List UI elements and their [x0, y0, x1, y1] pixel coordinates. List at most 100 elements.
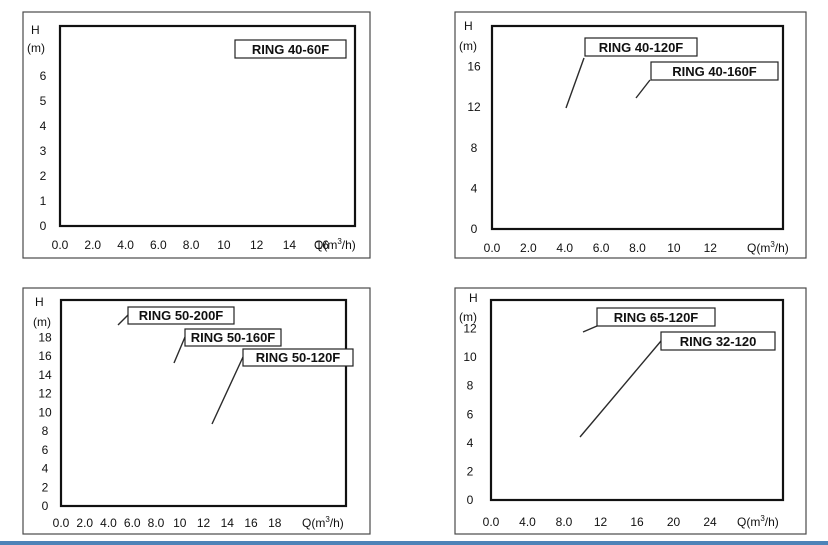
y-tick-label: 0 — [42, 499, 49, 513]
bottom-accent-bar — [0, 541, 828, 545]
chart-panel: 0.0 2.0 4.0 6.0 8.0 10 12 14 160123456H(m)Q(m3/h… — [22, 11, 371, 259]
x-tick-label: 4.0 — [519, 515, 536, 529]
y-axis-label: H — [35, 295, 44, 309]
label-leader-line — [565, 57, 585, 109]
x-axis-label-end: /h) — [342, 238, 356, 252]
series-label-box — [660, 331, 776, 351]
plot-border — [489, 298, 785, 502]
label-leader-line — [579, 340, 662, 438]
x-tick-label: 16 — [630, 515, 644, 529]
series-label-box — [234, 39, 347, 59]
x-axis-label-main: Q(m — [314, 238, 337, 252]
x-axis-label: Q(m3/h) — [314, 237, 356, 252]
series-label: RING 50-160F — [191, 330, 276, 345]
series-label: RING 50-200F — [139, 308, 224, 323]
x-axis-label-main: Q(m — [302, 516, 325, 530]
x-tick-label: 16 — [316, 238, 330, 252]
x-tick-label: 2.0 — [76, 516, 93, 530]
series-label-box — [127, 306, 235, 325]
x-tick-label: 0.0 — [52, 238, 69, 252]
y-axis-label: H — [469, 291, 478, 305]
series-label: RING 65-120F — [614, 310, 699, 325]
y-tick-label: 4 — [471, 181, 478, 195]
plot-border — [58, 24, 357, 228]
y-tick-label: 4 — [40, 119, 47, 133]
x-axis-label-end: /h) — [765, 515, 779, 529]
x-tick-label: 6.0 — [124, 516, 141, 530]
y-tick-label: 8 — [471, 141, 478, 155]
y-axis-unit: (m) — [27, 41, 45, 55]
y-tick-label: 5 — [40, 94, 47, 108]
x-axis-label: Q(m3/h) — [747, 240, 789, 255]
x-tick-label: 16 — [244, 516, 258, 530]
x-tick-label: 24 — [703, 515, 717, 529]
y-tick-label: 6 — [467, 407, 474, 421]
y-axis-label: H — [464, 19, 473, 33]
x-tick-label: 4.0 — [117, 238, 134, 252]
label-leader-line — [211, 356, 244, 425]
series-label: RING 50-120F — [256, 350, 341, 365]
label-leader-line — [582, 325, 598, 333]
series-label: RING 40-160F — [672, 64, 757, 79]
x-tick-label: 6.0 — [593, 241, 610, 255]
x-tick-label: 6.0 — [150, 238, 167, 252]
x-tick-label: 8.0 — [148, 516, 165, 530]
x-tick-label: 12 — [250, 238, 264, 252]
y-tick-label: 12 — [38, 387, 52, 401]
x-tick-label: 8.0 — [183, 238, 200, 252]
x-axis-label-sup: 3 — [337, 237, 342, 246]
y-tick-label: 0 — [467, 493, 474, 507]
y-tick-label: 14 — [38, 368, 52, 382]
x-tick-label: 2.0 — [84, 238, 101, 252]
series-label-box — [584, 37, 698, 57]
x-tick-label: 4.0 — [100, 516, 117, 530]
y-tick-label: 1 — [40, 194, 47, 208]
y-tick-label: 10 — [463, 350, 477, 364]
x-tick-label: 0.0 — [483, 515, 500, 529]
y-tick-label: 16 — [38, 349, 52, 363]
x-tick-label: 10 — [667, 241, 681, 255]
y-tick-label: 8 — [467, 379, 474, 393]
series-label-box — [184, 328, 282, 347]
y-tick-label: 0 — [40, 219, 47, 233]
x-tick-label: 2.0 — [520, 241, 537, 255]
x-tick-label: 18 — [268, 516, 282, 530]
x-tick-label: 4.0 — [556, 241, 573, 255]
x-tick-label: 14 — [221, 516, 235, 530]
x-tick-label: 0.0 — [53, 516, 70, 530]
x-axis-label-main: Q(m — [747, 241, 770, 255]
x-axis-label-sup: 3 — [325, 515, 330, 524]
y-tick-label: 6 — [42, 443, 49, 457]
x-axis-label-end: /h) — [775, 241, 789, 255]
x-axis-label: Q(m3/h) — [302, 515, 344, 530]
series-label-box — [242, 348, 354, 367]
x-tick-label: 14 — [283, 238, 297, 252]
y-tick-label: 2 — [40, 169, 47, 183]
x-axis-label-main: Q(m — [737, 515, 760, 529]
x-axis-label: Q(m3/h) — [737, 514, 779, 529]
label-leader-line — [635, 79, 651, 99]
x-axis-label-sup: 3 — [760, 514, 765, 523]
y-tick-label: 2 — [467, 464, 474, 478]
x-tick-label: 10 — [173, 516, 187, 530]
y-tick-label: 18 — [38, 330, 52, 344]
chart-panel: 0.0 2.0 4.0 6.0 8.0 10 12 0 4 8 12 16 H (m) Q(m3/h) RIN… — [454, 11, 807, 259]
y-axis-unit: (m) — [459, 310, 477, 324]
x-axis-label-sup: 3 — [770, 240, 775, 249]
y-tick-label: 16 — [467, 60, 481, 74]
y-tick-label: 0 — [471, 222, 478, 236]
y-axis-unit: (m) — [459, 39, 477, 53]
x-tick-label: 8.0 — [629, 241, 646, 255]
x-tick-label: 0.0 — [484, 241, 501, 255]
y-tick-label: 8 — [42, 424, 49, 438]
y-tick-label: 12 — [467, 100, 481, 114]
y-tick-label: 4 — [467, 436, 474, 450]
y-tick-label: 3 — [40, 144, 47, 158]
x-tick-label: 12 — [594, 515, 608, 529]
series-label: RING 40-120F — [599, 40, 684, 55]
y-tick-label: 2 — [42, 480, 49, 494]
x-tick-label: 10 — [217, 238, 231, 252]
y-tick-label: 10 — [38, 405, 52, 419]
x-axis-label-end: /h) — [330, 516, 344, 530]
